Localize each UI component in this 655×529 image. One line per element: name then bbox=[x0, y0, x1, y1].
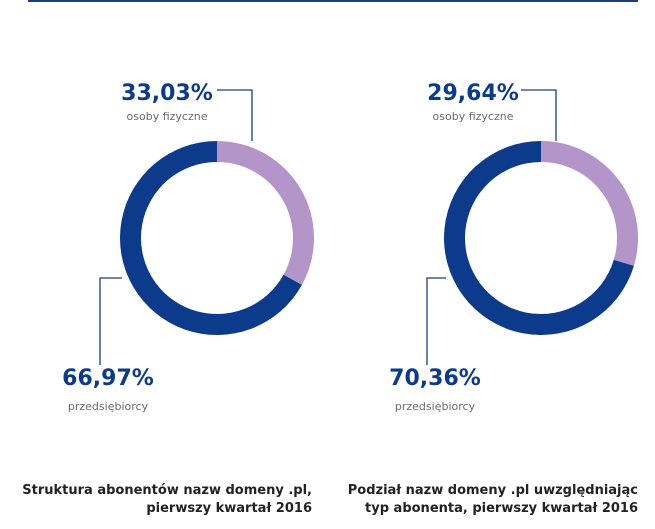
donut-1-bottom-category-label: przedsiębiorcy bbox=[395, 400, 476, 413]
donut-1-bottom-value-label: 70,36% bbox=[389, 366, 481, 391]
caption-right-line1: Podział nazw domeny .pl uwzględniając bbox=[347, 483, 638, 498]
caption-left-line2: pierwszy kwartał 2016 bbox=[146, 501, 312, 516]
donut-0-top-value-label: 33,03% bbox=[121, 81, 213, 106]
donut-0-leader-top bbox=[217, 89, 253, 141]
donut-charts: 33,03% osoby fizyczne 66,97% przedsiębiorcy… bbox=[62, 81, 638, 413]
caption-left-line1: Struktura abonentów nazw domeny .pl, bbox=[22, 483, 312, 498]
chart-caption-right: Podział nazw domeny .pl uwzględniając ty… bbox=[338, 482, 638, 518]
chart-caption-left: Struktura abonentów nazw domeny .pl, pie… bbox=[12, 482, 312, 518]
donut-0-bottom-value-label: 66,97% bbox=[62, 366, 154, 391]
donut-1-slice-osoby-fizyczne bbox=[541, 141, 638, 266]
donut-1-top-category-label: osoby fizyczne bbox=[433, 110, 514, 123]
donut-1-top-value-label: 29,64% bbox=[427, 81, 519, 106]
top-divider bbox=[28, 0, 638, 2]
donut-0-slice-osoby-fizyczne bbox=[217, 141, 314, 285]
caption-right-line2: typ abonenta, pierwszy kwartał 2016 bbox=[365, 501, 638, 516]
donut-1-leader-bottom bbox=[426, 277, 446, 365]
donut-1-leader-top bbox=[521, 89, 557, 141]
donut-0-leader-bottom bbox=[99, 277, 122, 365]
donut-0-top-category-label: osoby fizyczne bbox=[127, 110, 208, 123]
donut-0-bottom-category-label: przedsiębiorcy bbox=[68, 400, 149, 413]
